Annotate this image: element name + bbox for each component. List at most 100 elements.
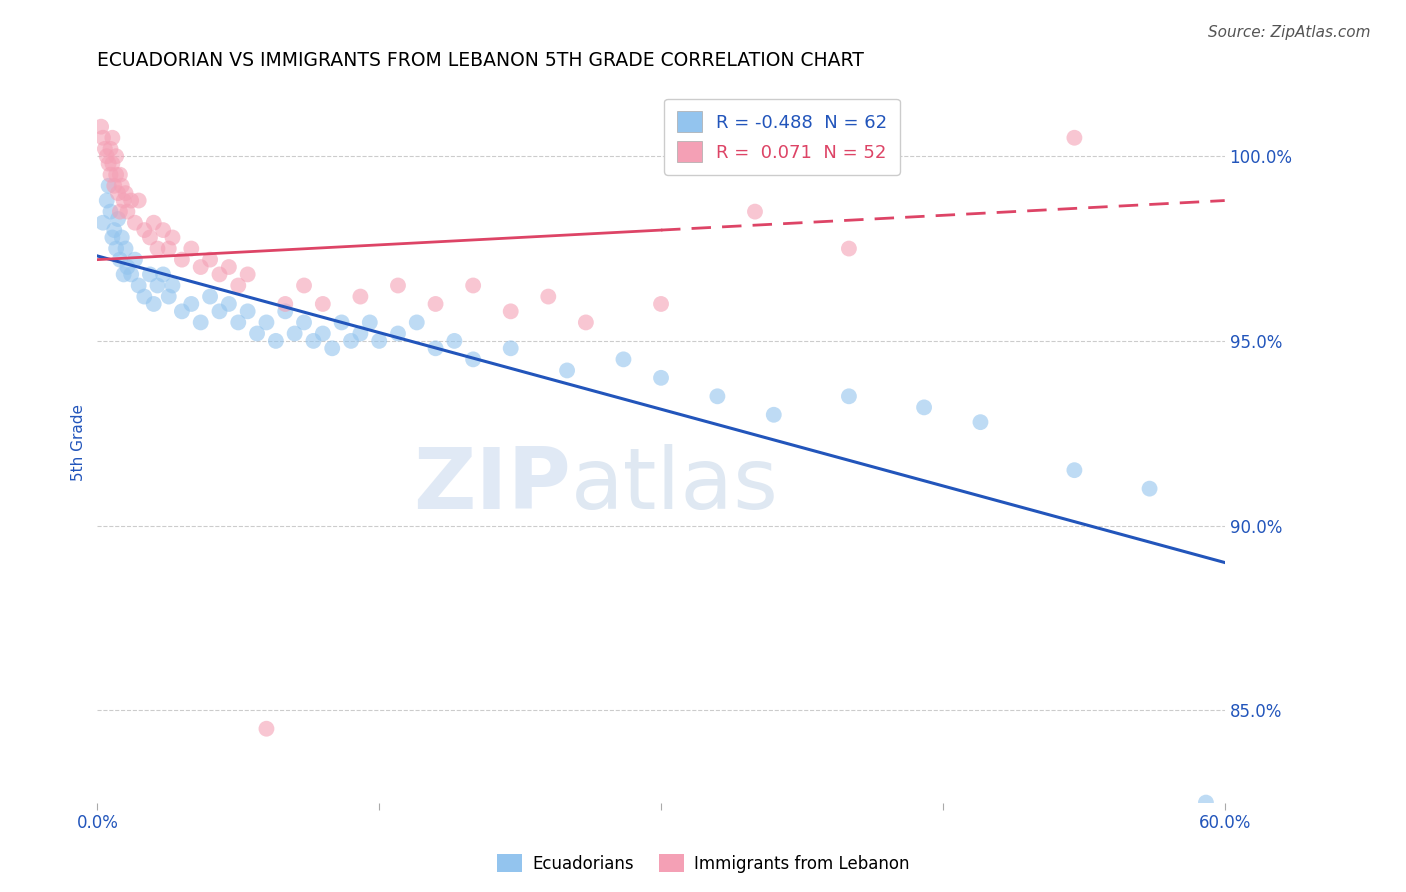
Point <box>198 252 221 267</box>
Point <box>134 289 156 303</box>
Point <box>180 242 202 256</box>
Point <box>117 260 139 274</box>
Point <box>146 278 169 293</box>
Point <box>100 142 122 156</box>
Text: ZIP: ZIP <box>413 444 571 527</box>
Point <box>425 297 447 311</box>
Point <box>359 315 381 329</box>
Point <box>838 242 860 256</box>
Point <box>152 223 174 237</box>
Point <box>1063 130 1085 145</box>
Point <box>100 204 122 219</box>
Point <box>128 194 150 208</box>
Legend: Ecuadorians, Immigrants from Lebanon: Ecuadorians, Immigrants from Lebanon <box>491 847 915 880</box>
Point <box>198 289 221 303</box>
Point <box>96 194 118 208</box>
Y-axis label: 5th Grade: 5th Grade <box>72 404 86 481</box>
Point <box>157 289 180 303</box>
Point <box>101 156 124 170</box>
Point <box>387 326 409 341</box>
Point <box>425 341 447 355</box>
Point <box>302 334 325 348</box>
Point <box>312 326 335 341</box>
Point <box>349 289 371 303</box>
Point <box>107 186 129 201</box>
Point <box>114 186 136 201</box>
Point <box>139 268 162 282</box>
Point <box>555 363 578 377</box>
Point <box>91 216 114 230</box>
Point <box>330 315 353 329</box>
Point <box>612 352 634 367</box>
Point <box>969 415 991 429</box>
Point <box>190 315 212 329</box>
Point <box>368 334 391 348</box>
Point <box>405 315 427 329</box>
Point <box>349 326 371 341</box>
Point <box>274 297 297 311</box>
Point <box>139 230 162 244</box>
Point <box>112 268 135 282</box>
Point <box>912 401 935 415</box>
Point <box>499 304 522 318</box>
Point <box>256 722 278 736</box>
Point <box>256 315 278 329</box>
Point <box>226 315 249 329</box>
Point <box>152 268 174 282</box>
Point <box>94 142 117 156</box>
Point <box>190 260 212 274</box>
Point <box>124 216 146 230</box>
Point <box>575 315 598 329</box>
Point <box>537 289 560 303</box>
Point <box>108 252 131 267</box>
Point <box>128 278 150 293</box>
Point <box>124 252 146 267</box>
Point <box>650 297 672 311</box>
Point <box>226 278 249 293</box>
Text: Source: ZipAtlas.com: Source: ZipAtlas.com <box>1208 25 1371 40</box>
Point <box>162 278 184 293</box>
Point <box>105 242 128 256</box>
Point <box>292 315 315 329</box>
Point <box>111 230 134 244</box>
Point <box>108 204 131 219</box>
Point <box>236 304 259 318</box>
Point <box>340 334 363 348</box>
Point <box>134 223 156 237</box>
Point <box>762 408 785 422</box>
Point <box>90 120 112 134</box>
Point <box>650 371 672 385</box>
Point <box>284 326 307 341</box>
Point <box>120 268 142 282</box>
Point <box>312 297 335 311</box>
Point <box>387 278 409 293</box>
Point <box>105 149 128 163</box>
Point <box>100 168 122 182</box>
Point <box>246 326 269 341</box>
Point <box>744 204 766 219</box>
Point <box>157 242 180 256</box>
Point <box>463 352 485 367</box>
Point <box>97 156 120 170</box>
Legend: R = -0.488  N = 62, R =  0.071  N = 52: R = -0.488 N = 62, R = 0.071 N = 52 <box>664 99 900 175</box>
Point <box>264 334 287 348</box>
Point <box>91 130 114 145</box>
Point <box>321 341 343 355</box>
Point <box>443 334 465 348</box>
Point <box>706 389 728 403</box>
Point <box>499 341 522 355</box>
Point <box>103 178 125 193</box>
Point <box>1195 796 1218 810</box>
Point <box>170 252 193 267</box>
Point <box>463 278 485 293</box>
Point <box>236 268 259 282</box>
Point <box>146 242 169 256</box>
Point <box>111 178 134 193</box>
Point <box>180 297 202 311</box>
Point <box>142 216 165 230</box>
Point <box>292 278 315 293</box>
Point <box>170 304 193 318</box>
Point <box>162 230 184 244</box>
Point <box>107 212 129 227</box>
Point <box>1139 482 1161 496</box>
